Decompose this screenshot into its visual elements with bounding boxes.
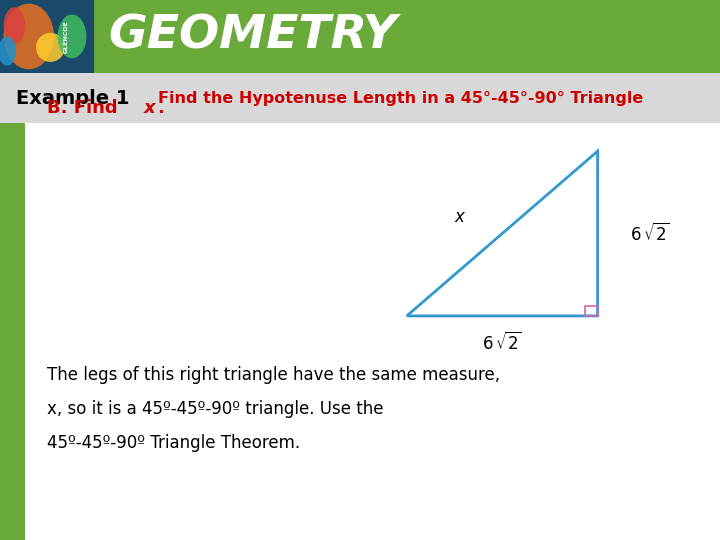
Bar xyxy=(0,123,25,540)
Text: GEOMETRY: GEOMETRY xyxy=(108,14,397,59)
Text: x: x xyxy=(144,99,156,117)
Text: Example 1: Example 1 xyxy=(16,89,130,107)
Text: 45º-45º-90º Triangle Theorem.: 45º-45º-90º Triangle Theorem. xyxy=(47,434,300,453)
Text: x: x xyxy=(454,208,464,226)
Text: $6\,\sqrt{2}$: $6\,\sqrt{2}$ xyxy=(482,332,522,354)
Ellipse shape xyxy=(4,4,54,69)
Text: The legs of this right triangle have the same measure,: The legs of this right triangle have the… xyxy=(47,366,500,384)
Bar xyxy=(0,0,94,73)
Ellipse shape xyxy=(36,33,65,62)
Text: x, so it is a 45º-45º-90º triangle. Use the: x, so it is a 45º-45º-90º triangle. Use … xyxy=(47,400,383,418)
Text: Find the Hypotenuse Length in a 45°-45°-90° Triangle: Find the Hypotenuse Length in a 45°-45°-… xyxy=(158,91,644,105)
Ellipse shape xyxy=(0,37,16,65)
Bar xyxy=(0,0,720,73)
Text: $6\,\sqrt{2}$: $6\,\sqrt{2}$ xyxy=(630,222,670,245)
Text: .: . xyxy=(157,99,164,117)
Ellipse shape xyxy=(58,15,86,58)
Text: GLENCOE: GLENCOE xyxy=(64,20,68,53)
Bar xyxy=(0,73,720,123)
Text: B. Find: B. Find xyxy=(47,99,124,117)
Ellipse shape xyxy=(4,7,25,44)
